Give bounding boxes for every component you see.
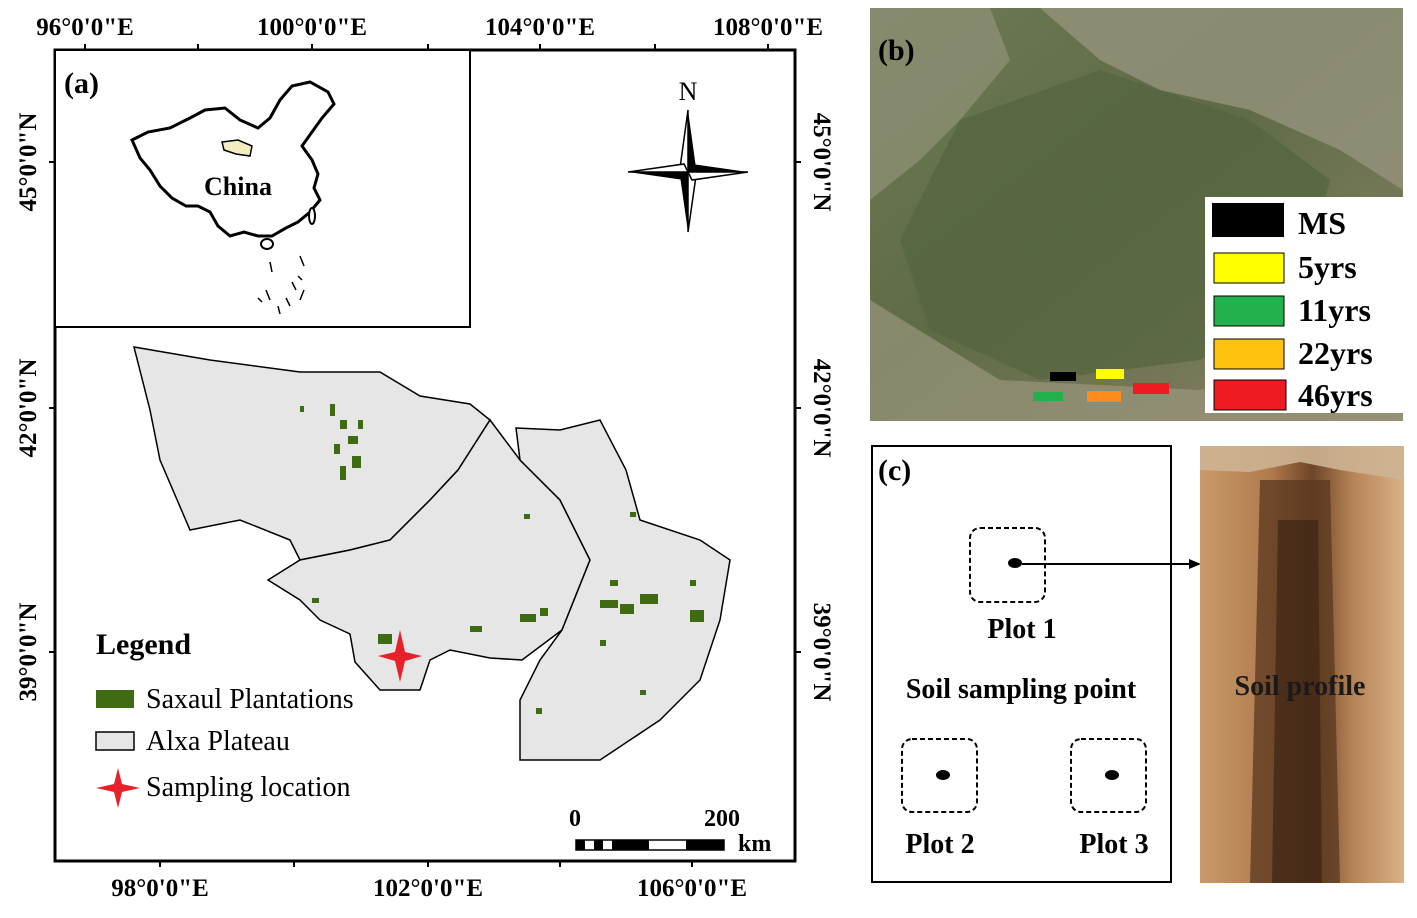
age-swatch-5yrs (1213, 252, 1285, 284)
plot-3-point (1105, 770, 1119, 780)
alxa-region-highlight (221, 139, 253, 157)
scale-zero-label: 0 (569, 806, 581, 832)
panel-a-label: (a) (64, 67, 99, 100)
scale-max-label: 200 (704, 806, 740, 832)
plot-3-label: Plot 3 (1079, 829, 1148, 860)
lon-label-bottom-102: 102°0'0"E (373, 875, 483, 902)
hainan-island (260, 238, 274, 250)
plot-1-point (1008, 558, 1022, 568)
lat-label-left-45: 45°0'0"N (15, 113, 42, 212)
legend-star-icon (96, 768, 140, 808)
north-arrow-icon: N (627, 77, 749, 233)
panel-c-label: (c) (878, 454, 911, 487)
age-label-46yrs: 46yrs (1298, 377, 1373, 413)
lat-label-left-42: 42°0'0"N (15, 359, 42, 458)
mountain-ridge-top (1040, 8, 1403, 190)
panel-c: (c) Plot 1 Soil sampling point Plot 2 Pl… (871, 445, 1404, 883)
lat-label-right-42: 42°0'0"N (808, 359, 835, 458)
legend-label-sampling: Sampling location (146, 772, 351, 803)
legend-title: Legend (96, 628, 191, 661)
lon-label-bottom-98: 98°0'0"E (111, 875, 209, 902)
lon-label-top-104: 104°0'0"E (485, 14, 595, 41)
scale-unit-label: km (738, 831, 771, 857)
surface-soil (1200, 446, 1404, 480)
site-marker-22yrs (1087, 391, 1121, 402)
saxaul-patches (300, 404, 704, 714)
legend-swatch-alxa (95, 731, 135, 751)
lon-label-top-108: 108°0'0"E (713, 14, 823, 41)
age-legend: MS 5yrs 11yrs 22yrs 46yrs (1205, 197, 1403, 413)
pit-deep-shadow (1272, 520, 1322, 883)
panel-b-label: (b) (878, 34, 915, 67)
alxa-central-region (266, 418, 591, 691)
taiwan-island (308, 207, 316, 225)
plot-2-label: Plot 2 (905, 829, 974, 860)
sampling-location-star-icon (378, 630, 422, 682)
age-label-ms: MS (1298, 205, 1346, 241)
site-marker-46yrs (1133, 383, 1169, 394)
plot-2-box (901, 738, 978, 813)
age-swatch-ms (1212, 203, 1284, 237)
alxa-right-banner (515, 419, 731, 761)
sampling-caption: Soil sampling point (906, 674, 1137, 705)
legend-label-alxa: Alxa Plateau (146, 726, 290, 757)
lat-label-right-45: 45°0'0"N (808, 113, 835, 212)
site-marker-5yrs (1096, 369, 1124, 379)
age-label-5yrs: 5yrs (1298, 249, 1357, 285)
age-label-22yrs: 22yrs (1298, 335, 1373, 371)
china-label: China (204, 172, 272, 201)
plot-3-box (1070, 738, 1147, 813)
age-swatch-22yrs (1213, 338, 1285, 370)
alxa-plateau-map (132, 346, 731, 761)
site-marker-ms (1050, 372, 1076, 381)
lat-label-left-39: 39°0'0"N (15, 603, 42, 702)
legend-label-saxaul: Saxaul Plantations (146, 684, 354, 715)
legend-swatch-saxaul (96, 690, 134, 708)
map-legend: Legend Saxaul Plantations Alxa Plateau S… (95, 628, 354, 808)
plot-2-point (936, 770, 950, 780)
plot-layout-frame (871, 445, 1172, 883)
china-outline (130, 80, 336, 238)
age-label-11yrs: 11yrs (1298, 292, 1371, 328)
mountain-ridge-left (870, 8, 1010, 200)
site-marker-11yrs (1033, 392, 1063, 401)
panel-b: (b) MS 5yrs 11yrs 22yrs 46yrs (870, 8, 1403, 421)
age-swatch-46yrs (1213, 379, 1287, 411)
lon-label-top-100: 100°0'0"E (257, 14, 367, 41)
lat-label-right-39: 39°0'0"N (808, 603, 835, 702)
lon-label-bottom-106: 106°0'0"E (637, 875, 747, 902)
arrow-head-icon (1189, 559, 1201, 569)
south-china-sea-islands (257, 255, 305, 315)
panel-a: 96°0'0"E 100°0'0"E 104°0'0"E 108°0'0"E 9… (15, 14, 835, 902)
plot-1-label: Plot 1 (987, 614, 1056, 645)
lon-label-top-96: 96°0'0"E (36, 14, 134, 41)
north-label: N (679, 77, 698, 106)
soil-profile-label: Soil profile (1235, 671, 1366, 702)
scale-bar: 0 200 km (569, 806, 771, 857)
age-swatch-11yrs (1213, 295, 1285, 327)
